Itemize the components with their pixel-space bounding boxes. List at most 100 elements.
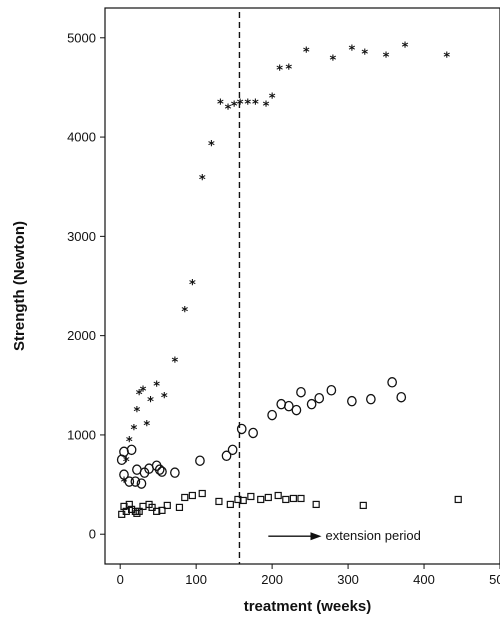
data-point-square xyxy=(153,507,161,515)
data-point-star: * xyxy=(171,355,178,370)
data-point-star: * xyxy=(285,63,292,78)
data-point-square xyxy=(215,497,223,506)
data-point-star: * xyxy=(133,405,140,420)
data-point-square xyxy=(127,505,136,513)
data-point-star: * xyxy=(123,455,130,470)
data-point-circle xyxy=(291,404,302,416)
data-point-square xyxy=(297,494,305,503)
data-point-circle xyxy=(248,427,258,439)
data-point-square xyxy=(282,495,290,504)
data-points: ***************** * * * * * *** **** * *** xyxy=(116,41,462,518)
data-point-star: * xyxy=(121,476,128,491)
data-point-circle xyxy=(236,423,247,435)
data-point-circle xyxy=(283,400,294,412)
x-tick-label: 100 xyxy=(185,572,207,587)
x-axis-title: treatment (weeks) xyxy=(244,598,372,615)
data-point-star: * xyxy=(402,41,409,56)
data-point-star: * xyxy=(263,99,270,114)
data-point-star: * xyxy=(348,44,355,59)
data-point-star: * xyxy=(199,173,206,188)
extension-annotation: extension period xyxy=(268,528,421,543)
data-point-square xyxy=(234,495,242,504)
data-point-square xyxy=(454,495,462,504)
arrow-head-icon xyxy=(310,532,322,541)
data-point-square xyxy=(158,506,166,514)
data-point-square xyxy=(163,501,171,510)
data-point-square xyxy=(264,493,272,502)
data-point-square xyxy=(122,507,130,515)
data-point-star: * xyxy=(237,97,244,112)
data-point-square xyxy=(120,502,128,511)
x-tick-label: 400 xyxy=(413,572,435,587)
x-tick-label: 0 xyxy=(117,572,124,587)
data-point-square xyxy=(125,500,133,509)
data-point-star: * xyxy=(136,388,143,403)
data-point-square xyxy=(198,489,206,498)
plot-frame xyxy=(104,7,500,565)
data-point-square xyxy=(181,493,189,502)
data-point-star: * xyxy=(143,419,150,434)
data-point-star: * xyxy=(147,395,154,410)
data-point-star: * xyxy=(181,305,188,320)
data-point-circle xyxy=(130,476,141,487)
data-point-square xyxy=(175,503,184,512)
data-point-star: * xyxy=(208,139,215,154)
data-point-circle xyxy=(154,464,165,475)
data-point-star: * xyxy=(244,97,251,112)
data-point-square xyxy=(133,509,141,517)
data-point-circle xyxy=(267,409,277,421)
y-tick-label: 2000 xyxy=(67,328,96,343)
data-point-circle xyxy=(396,391,407,403)
data-point-star: * xyxy=(126,435,133,450)
data-point-star: * xyxy=(153,379,160,394)
data-point-circle xyxy=(170,467,180,478)
data-point-square xyxy=(247,492,255,501)
data-point-square xyxy=(188,491,196,500)
data-point-circle xyxy=(366,393,376,405)
data-point-circle xyxy=(124,476,135,487)
data-point-star: * xyxy=(443,51,450,66)
x-tick-label: 300 xyxy=(337,572,359,587)
data-point-star: * xyxy=(329,54,336,69)
y-tick-label: 3000 xyxy=(67,229,96,244)
data-point-circle xyxy=(347,395,357,407)
y-axis-title: Strength (Newton) xyxy=(11,221,28,351)
data-point-star: * xyxy=(189,278,196,293)
data-point-square xyxy=(226,500,234,509)
data-point-circle xyxy=(157,466,167,477)
data-point-star: * xyxy=(303,46,310,61)
extension-label: extension period xyxy=(325,528,420,543)
data-point-circle xyxy=(126,444,137,456)
data-point-circle xyxy=(387,377,397,388)
data-point-circle xyxy=(306,398,317,410)
data-point-square xyxy=(257,495,265,504)
data-point-star: * xyxy=(269,91,276,106)
x-axis: 0 100 200 300 400 500 xyxy=(117,564,500,587)
data-point-star: * xyxy=(225,102,232,117)
y-tick-label: 0 xyxy=(89,527,96,542)
data-point-star: * xyxy=(130,423,137,438)
data-point-square xyxy=(239,496,247,505)
data-point-star: * xyxy=(383,51,390,66)
y-tick-label: 5000 xyxy=(67,30,96,45)
data-point-star: * xyxy=(231,99,238,114)
data-point-star: * xyxy=(217,97,224,112)
data-point-circle xyxy=(326,384,337,396)
data-point-square xyxy=(312,500,320,509)
x-tick-label: 500 xyxy=(489,572,500,587)
data-point-circle xyxy=(227,444,238,456)
data-point-star: * xyxy=(161,391,168,406)
y-axis: 0 1000 2000 3000 4000 5000 xyxy=(67,30,105,542)
x-tick-label: 200 xyxy=(261,572,283,587)
data-point-circle xyxy=(296,386,306,398)
data-point-square xyxy=(135,507,143,515)
data-point-star: * xyxy=(276,64,283,79)
data-point-square xyxy=(148,503,156,512)
data-point-circle xyxy=(221,450,232,462)
data-point-square xyxy=(274,491,282,500)
data-point-circle xyxy=(195,455,205,466)
y-tick-label: 4000 xyxy=(67,130,96,145)
data-point-circle xyxy=(136,478,147,489)
data-point-square xyxy=(289,494,297,503)
